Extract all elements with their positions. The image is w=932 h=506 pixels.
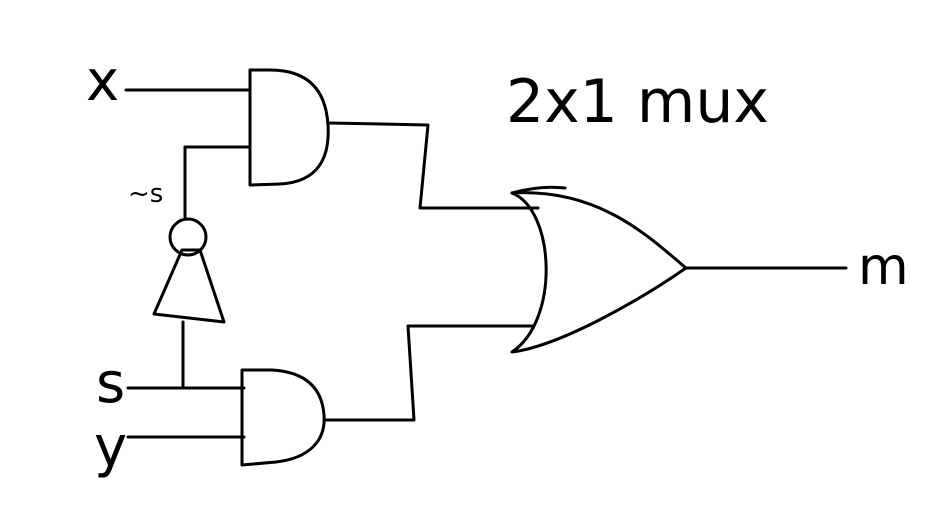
output-label-m: m xyxy=(858,237,909,297)
wire-and-top-to-or xyxy=(328,121,540,210)
input-label-x: x xyxy=(86,49,119,114)
wire-not-s xyxy=(183,145,252,219)
not-gate xyxy=(152,248,226,324)
or-gate-back xyxy=(510,185,567,195)
input-label-y: y xyxy=(94,415,127,480)
input-label-s: s xyxy=(96,351,125,416)
not-s-label: ~s xyxy=(128,179,163,209)
and-gate-bottom xyxy=(240,368,326,467)
or-gate xyxy=(510,191,688,354)
diagram-title: 2x1 mux xyxy=(506,67,769,137)
not-gate-bubble xyxy=(168,217,208,257)
and-gate-top xyxy=(248,68,330,187)
wire-and-bottom-to-or xyxy=(322,324,534,422)
